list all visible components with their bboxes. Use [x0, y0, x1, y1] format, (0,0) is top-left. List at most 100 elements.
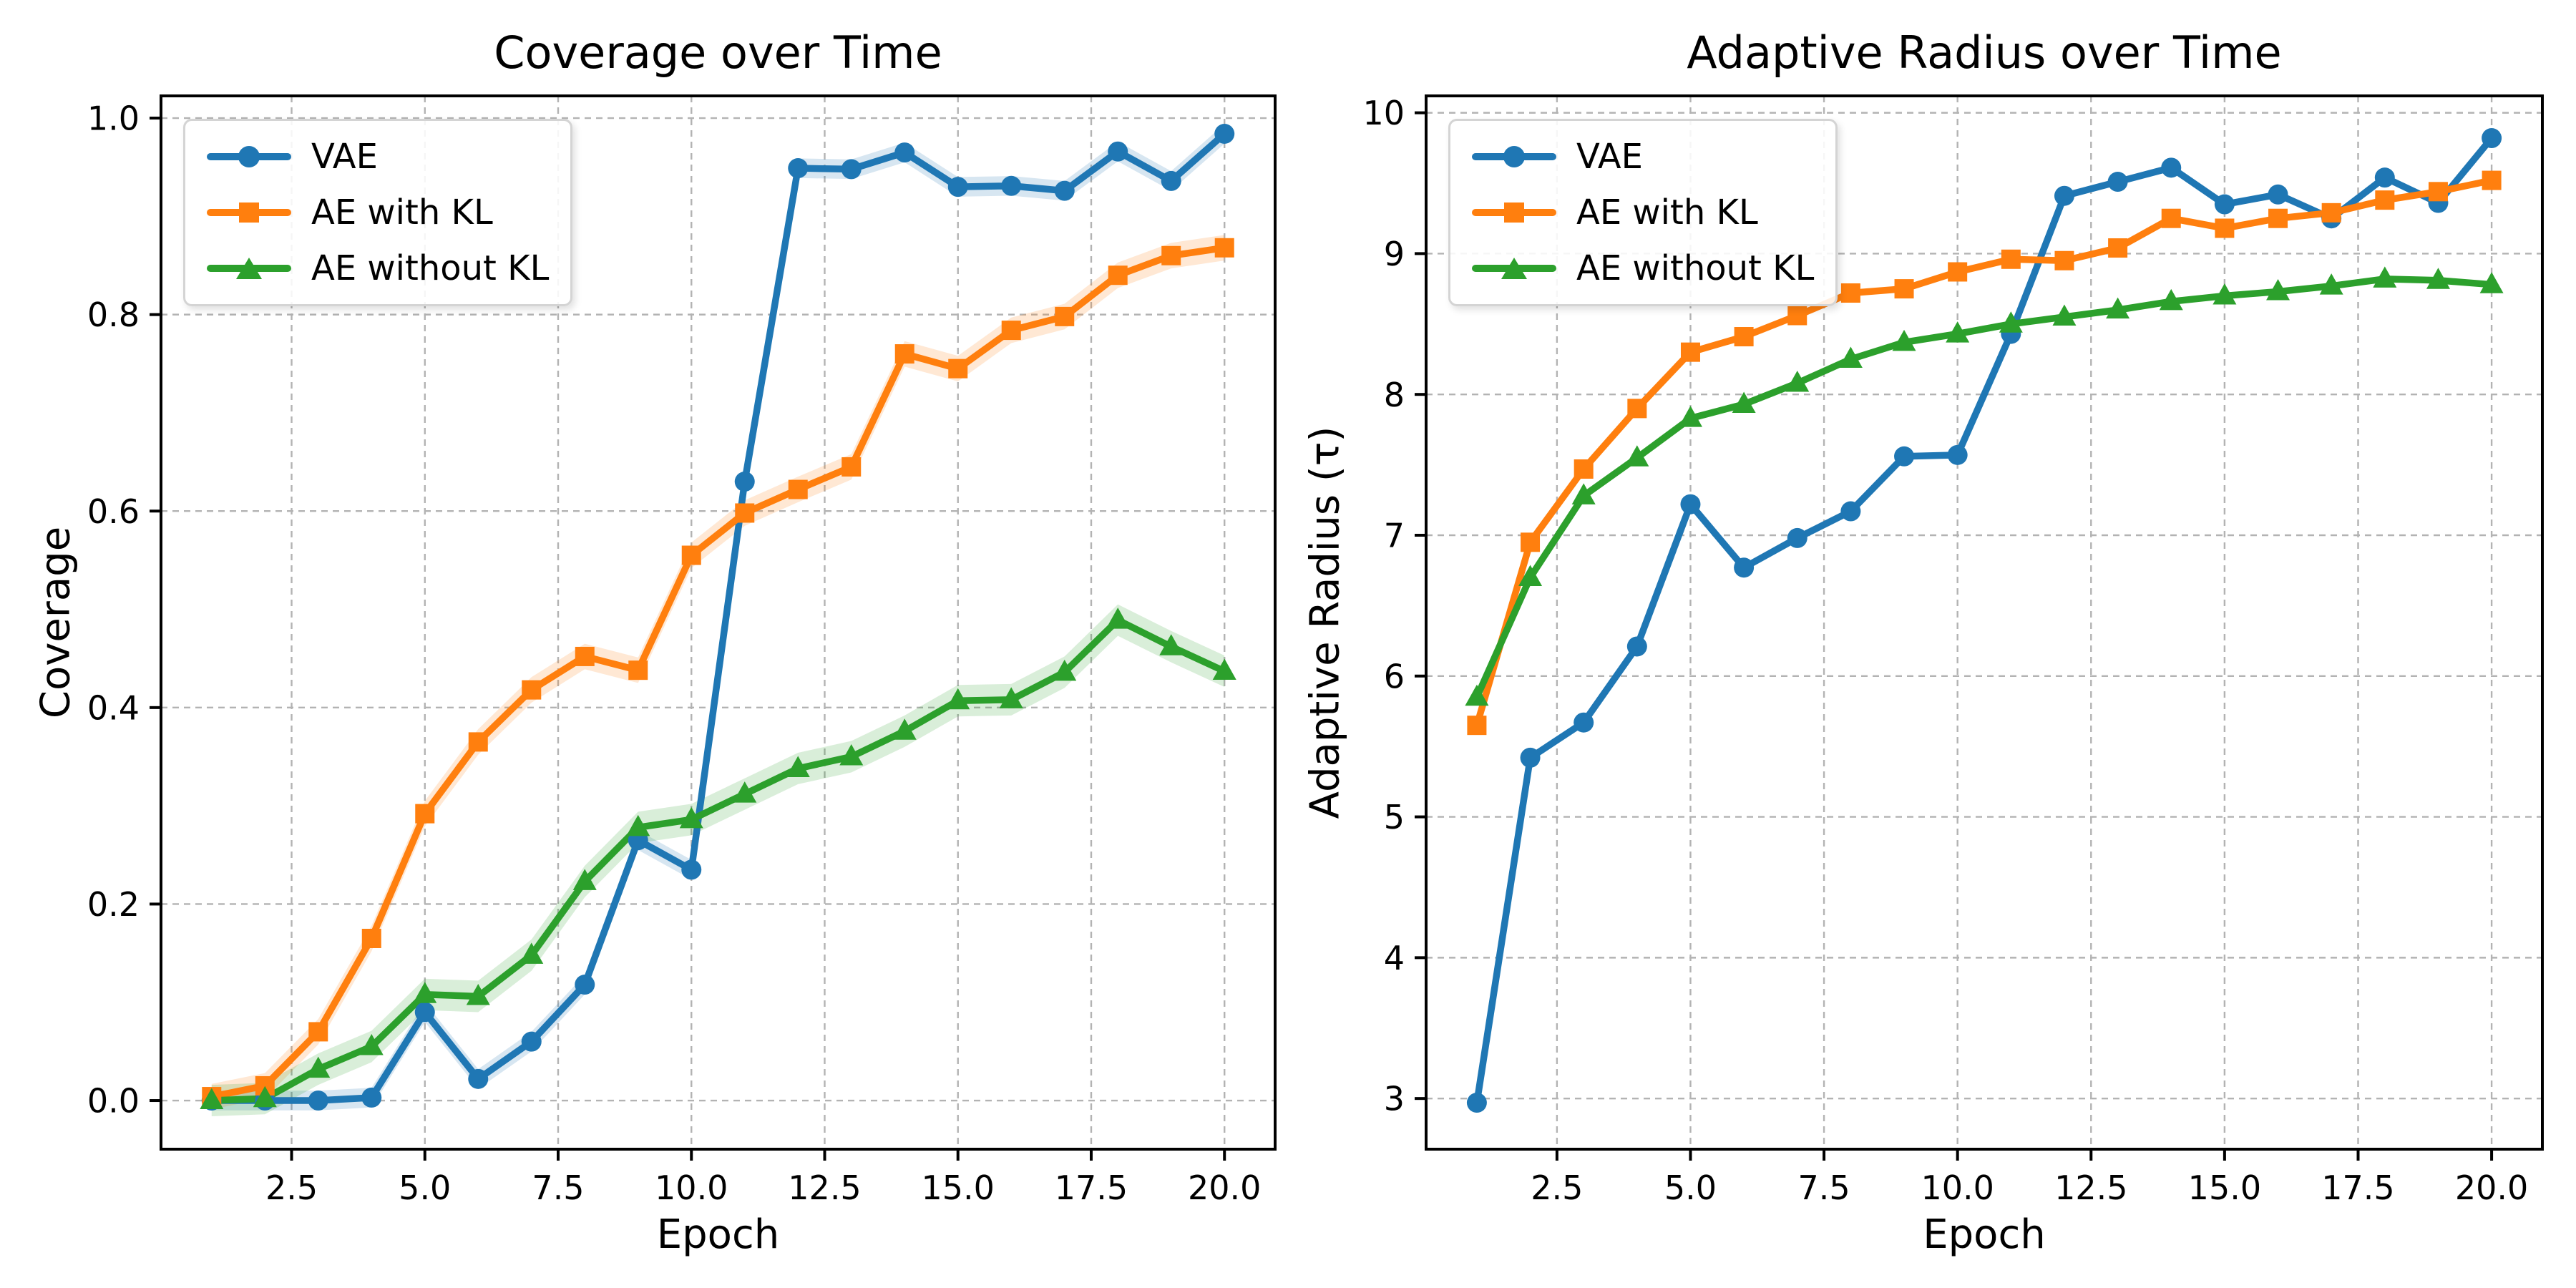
data-point-square — [1161, 245, 1181, 265]
y-tick-label: 5 — [1384, 798, 1405, 836]
data-point-square — [1574, 459, 1594, 479]
data-point-triangle — [786, 756, 810, 777]
data-point-triangle — [1571, 483, 1596, 504]
y-tick-label: 0.6 — [87, 492, 140, 531]
data-point-circle — [414, 1002, 435, 1023]
data-point-triangle — [253, 1085, 277, 1108]
data-point-square — [2215, 218, 2235, 238]
data-point-triangle — [2319, 273, 2343, 295]
data-point-square — [2054, 250, 2074, 270]
data-point-triangle — [892, 718, 917, 740]
data-point-circle — [2107, 172, 2128, 192]
x-tick-label: 17.5 — [2321, 1169, 2394, 1207]
data-point-triangle — [1518, 565, 1543, 587]
data-point-square — [681, 545, 701, 565]
data-point-square — [2321, 203, 2341, 223]
left-plot-legend: VAE AE with KL AE without KL — [183, 119, 573, 306]
x-tick-label: 17.5 — [1055, 1169, 1128, 1207]
data-point-triangle — [306, 1056, 331, 1078]
data-point-square — [1521, 532, 1541, 552]
data-point-circle — [1894, 446, 1915, 467]
data-point-square — [948, 358, 968, 379]
x-tick-label: 15.0 — [922, 1169, 995, 1207]
data-point-square — [361, 928, 381, 948]
data-point-triangle — [413, 982, 437, 1003]
data-point-square — [628, 660, 648, 680]
legend-item: AE with KL — [207, 195, 549, 230]
data-point-circle — [1466, 1093, 1487, 1113]
data-point-circle — [1520, 747, 1541, 768]
data-point-triangle — [2426, 268, 2450, 289]
data-point-square — [1214, 238, 1234, 258]
data-point-square — [308, 1022, 328, 1042]
data-point-square — [2482, 170, 2502, 190]
legend-label: AE with KL — [1576, 192, 1758, 233]
x-tick-label: 7.5 — [532, 1169, 584, 1207]
data-point-triangle — [1732, 391, 1756, 413]
data-point-triangle — [466, 983, 490, 1005]
left-x-axis-label: Epoch — [656, 1211, 780, 1258]
x-tick-label: 2.5 — [1531, 1169, 1583, 1207]
legend-line-swatch — [1472, 258, 1556, 279]
legend-line-swatch — [207, 203, 291, 223]
data-point-triangle — [1838, 346, 1863, 368]
x-tick-label: 12.5 — [788, 1169, 861, 1207]
legend-label: AE without KL — [311, 248, 550, 288]
data-point-triangle — [626, 814, 650, 836]
data-point-triangle — [1946, 321, 1970, 343]
left-plot-title: Coverage over Time — [494, 26, 942, 79]
data-point-square — [1787, 306, 1807, 326]
legend-label: VAE — [311, 137, 378, 177]
data-point-circle — [1840, 501, 1861, 522]
legend-label: AE with KL — [311, 192, 493, 233]
data-point-triangle — [839, 743, 864, 766]
legend-item: AE without KL — [1472, 251, 1814, 286]
data-point-square — [1055, 306, 1075, 326]
data-point-triangle — [519, 942, 544, 964]
y-tick-label: 8 — [1384, 376, 1405, 414]
data-point-circle — [1001, 175, 1022, 196]
data-point-triangle — [1053, 659, 1077, 681]
x-tick-label: 2.5 — [265, 1169, 318, 1207]
y-tick-label: 0.4 — [87, 688, 140, 727]
data-point-square — [415, 804, 435, 824]
right-y-axis-label: Adaptive Radius (τ) — [1302, 426, 1349, 819]
legend-line-swatch — [1472, 203, 1556, 223]
data-point-circle — [2214, 194, 2235, 215]
data-point-circle — [734, 472, 755, 492]
legend-label: VAE — [1576, 137, 1643, 177]
legend-item: VAE — [1472, 140, 1814, 174]
x-tick-label: 10.0 — [655, 1169, 728, 1207]
data-point-triangle — [999, 687, 1023, 708]
data-point-circle — [1947, 444, 1968, 465]
x-tick-label: 10.0 — [1921, 1169, 1994, 1207]
data-point-square — [2108, 238, 2128, 258]
square-marker-icon — [1504, 203, 1524, 223]
data-point-triangle — [359, 1034, 384, 1055]
data-point-circle — [1161, 170, 1181, 191]
square-marker-icon — [239, 203, 259, 223]
axes-spines — [1425, 94, 2544, 1151]
data-point-circle — [361, 1087, 382, 1108]
legend-line-swatch — [1472, 146, 1556, 167]
data-point-square — [841, 457, 862, 477]
y-tick-label: 7 — [1384, 517, 1405, 555]
data-point-square — [1734, 327, 1754, 347]
data-point-circle — [1680, 494, 1701, 514]
data-point-square — [1840, 283, 1860, 303]
data-point-square — [1680, 342, 1700, 362]
legend-item: VAE — [207, 140, 549, 174]
data-point-circle — [1108, 141, 1128, 162]
right-plot-legend: VAE AE with KL AE without KL — [1448, 119, 1838, 306]
circle-marker-icon — [238, 146, 260, 167]
x-tick-label: 7.5 — [1797, 1169, 1850, 1207]
x-tick-label: 5.0 — [399, 1169, 451, 1207]
data-point-circle — [308, 1091, 328, 1111]
y-tick-label: 6 — [1384, 657, 1405, 696]
legend-line-swatch — [207, 146, 291, 167]
legend-item: AE without KL — [207, 251, 549, 286]
data-point-circle — [521, 1031, 542, 1052]
x-tick-label: 12.5 — [2054, 1169, 2127, 1207]
x-tick-label: 5.0 — [1664, 1169, 1717, 1207]
data-point-triangle — [2106, 297, 2130, 319]
